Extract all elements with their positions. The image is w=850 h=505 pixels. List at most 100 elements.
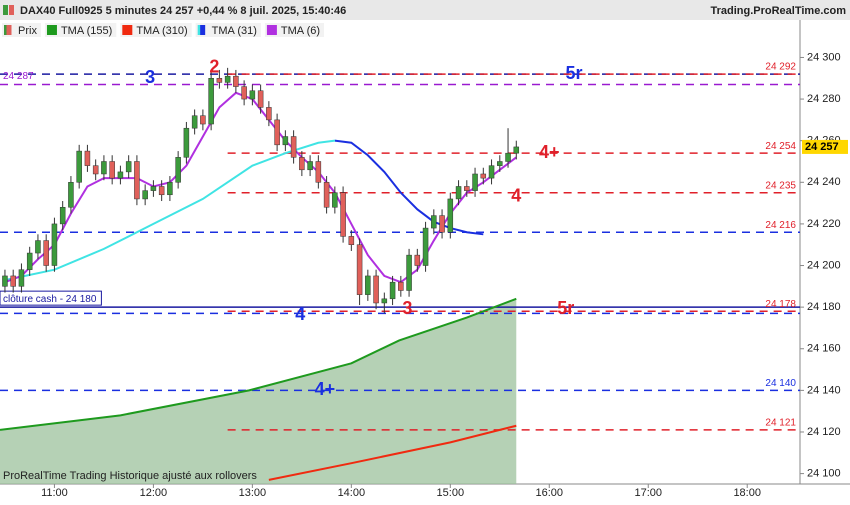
candle-body <box>200 115 206 125</box>
candle-body <box>505 152 511 162</box>
candle-body <box>175 157 181 183</box>
legend-label: Prix <box>18 25 37 37</box>
candle-body <box>43 240 49 266</box>
candle-body <box>307 161 313 171</box>
level-label: clôture cash - 24 180 <box>3 294 97 305</box>
candle-body <box>257 90 264 108</box>
candle-body <box>332 192 338 208</box>
candle-body <box>92 165 99 175</box>
level-label: 24 121 <box>765 418 796 429</box>
legend-swatch <box>266 25 277 35</box>
candle-body <box>109 161 115 179</box>
level-label: 24 178 <box>765 299 796 310</box>
candle-body <box>373 275 379 304</box>
candle-body <box>76 150 82 183</box>
annotation: 4 <box>295 304 305 324</box>
header-icon <box>3 5 8 15</box>
candle-body <box>266 107 272 121</box>
candle-body <box>455 186 462 200</box>
candle-body <box>282 136 289 146</box>
candle-body <box>191 115 198 129</box>
y-tick-label: 24 140 <box>807 384 841 396</box>
y-tick-label: 24 100 <box>807 468 841 480</box>
line <box>268 424 517 481</box>
legend-bg <box>120 23 192 37</box>
chart-title: DAX40 Full0925 5 minutes 24 257 +0,44 % … <box>20 5 346 17</box>
candle-body <box>26 252 33 270</box>
candle-body <box>233 75 239 87</box>
candle-body <box>447 198 454 233</box>
candle-body <box>299 157 305 171</box>
legend-swatch <box>122 25 133 35</box>
line <box>0 297 517 431</box>
level-label: 24 140 <box>765 378 796 389</box>
candle-body <box>101 161 107 175</box>
level-label: 24 216 <box>765 220 796 231</box>
legend-label: TMA (6) <box>281 25 320 37</box>
candle-body <box>183 127 190 158</box>
x-tick-label: 11:00 <box>41 487 68 499</box>
x-tick-label: 13:00 <box>239 487 267 499</box>
annotation: 5r <box>557 298 574 318</box>
candle-body <box>480 173 487 179</box>
candle-body <box>340 192 346 237</box>
candle-body <box>323 182 330 208</box>
candle-body <box>84 150 91 166</box>
legend-bg <box>44 23 117 37</box>
area <box>0 298 517 484</box>
y-tick-label: 24 240 <box>807 176 841 188</box>
y-tick-label: 24 180 <box>807 301 841 313</box>
y-tick-label: 24 220 <box>807 218 841 230</box>
candle-body <box>249 90 256 100</box>
x-tick-label: 12:00 <box>140 487 168 499</box>
candle-body <box>356 244 363 295</box>
y-tick-label: 24 280 <box>807 93 841 105</box>
candle-body <box>274 119 280 146</box>
candle-body <box>224 75 231 83</box>
y-tick-label: 24 300 <box>807 51 841 63</box>
candle-body <box>365 275 371 295</box>
annotation: 5r <box>566 63 583 83</box>
candle-body <box>167 182 173 196</box>
candle-body <box>18 269 25 287</box>
level-label: 24 235 <box>765 180 796 191</box>
candle-body <box>348 236 355 245</box>
candle-body <box>2 275 8 287</box>
candle-body <box>10 275 16 287</box>
candle-body <box>488 165 495 179</box>
x-tick-label: 17:00 <box>634 487 662 499</box>
last-price-label: 24 257 <box>805 141 839 153</box>
candle-body <box>208 78 214 125</box>
legend-label: TMA (155) <box>61 25 112 37</box>
legend-bg <box>2 23 41 37</box>
candle-body <box>241 86 247 100</box>
annotation: 4+ <box>315 379 336 399</box>
source: Trading.ProRealTime.com <box>710 5 846 17</box>
last-price-box <box>802 139 848 154</box>
header-icon <box>9 5 14 15</box>
legend-swatch <box>200 25 206 35</box>
candle-body <box>472 173 478 191</box>
annotation: 3 <box>145 67 155 87</box>
candle-body <box>422 227 429 266</box>
candle-body <box>406 254 412 291</box>
candle-body <box>414 254 421 266</box>
candle-body <box>439 215 445 233</box>
y-tick-label: 24 120 <box>807 426 841 438</box>
candle-body <box>117 171 124 179</box>
candle-body <box>68 182 74 208</box>
footer: ProRealTime Trading Historique ajusté au… <box>3 470 257 482</box>
y-tick-label: 24 160 <box>807 343 841 355</box>
candle-body <box>389 281 396 300</box>
annotation: 3 <box>402 298 412 318</box>
level-label: 24 292 <box>765 62 796 73</box>
annotation: 4+ <box>539 142 560 162</box>
level-label: 24 287 <box>3 71 34 82</box>
candle-body <box>398 281 404 291</box>
legend-label: TMA (31) <box>212 25 257 37</box>
candle-body <box>142 190 148 200</box>
candle-body <box>381 298 388 304</box>
annotation: 4 <box>511 186 521 206</box>
